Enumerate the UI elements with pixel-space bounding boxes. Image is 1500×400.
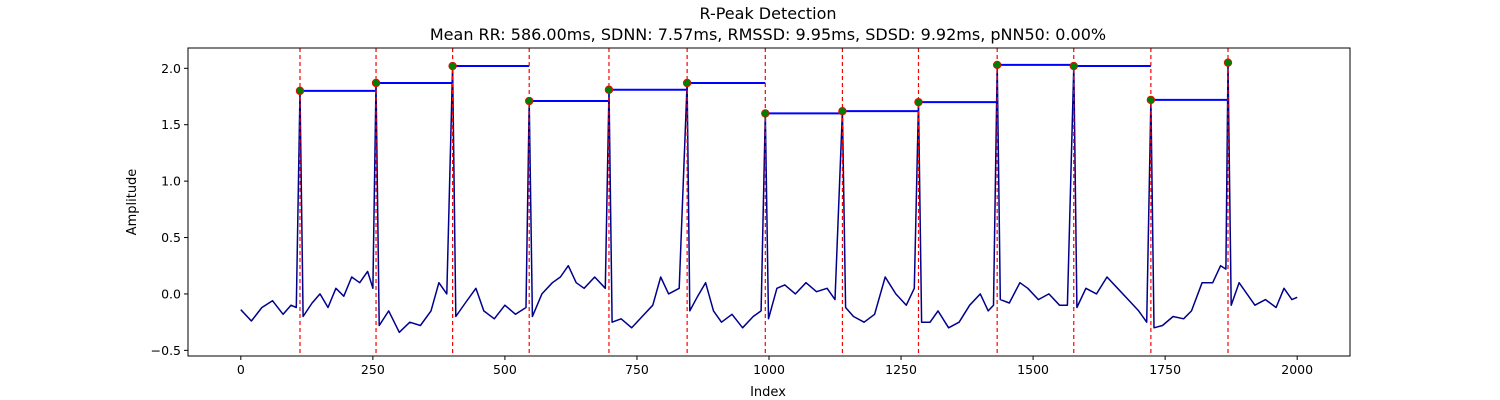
x-tick-label-2000: 2000 bbox=[1281, 362, 1313, 377]
x-tick-label-500: 500 bbox=[493, 362, 517, 377]
chart-subtitle: Mean RR: 586.00ms, SDNN: 7.57ms, RMSSD: … bbox=[430, 25, 1106, 44]
y-tick-label-4: 1.5 bbox=[161, 117, 181, 132]
chart-title: R-Peak Detection bbox=[699, 4, 836, 23]
peak-marker-2 bbox=[371, 78, 381, 88]
y-tick-label-2: 0.5 bbox=[161, 230, 181, 245]
y-tick-label-5: 2.0 bbox=[161, 61, 181, 76]
peak-marker-1 bbox=[295, 86, 305, 96]
peak-marker-3 bbox=[448, 61, 457, 71]
y-axis-label: Amplitude bbox=[125, 169, 140, 236]
x-tick-label-1750: 1750 bbox=[1149, 362, 1181, 377]
x-tick-label-750: 750 bbox=[625, 362, 649, 377]
peak-marker-5 bbox=[604, 85, 614, 94]
peak-marker-11 bbox=[1069, 61, 1078, 71]
x-tick-label-250: 250 bbox=[361, 362, 385, 377]
x-tick-label-1250: 1250 bbox=[885, 362, 917, 377]
peak-marker-13 bbox=[1223, 58, 1233, 67]
x-tick-label-0: 0 bbox=[237, 362, 245, 377]
y-tick-label-0: −0.5 bbox=[151, 343, 181, 358]
peak-marker-6 bbox=[682, 78, 692, 88]
peak-marker-7 bbox=[761, 109, 770, 118]
peak-marker-10 bbox=[992, 60, 1002, 70]
y-tick-label-3: 1.0 bbox=[161, 174, 181, 189]
x-axis-label: Index bbox=[750, 385, 786, 400]
peak-marker-9 bbox=[914, 97, 923, 107]
peak-marker-12 bbox=[1146, 95, 1156, 105]
plot-area: 0 250 500 750 1000 1250 1500 1750 2000 −0.5 0.0 0.5… bbox=[151, 47, 1351, 377]
x-tick-label-1500: 1500 bbox=[1017, 362, 1049, 377]
y-tick-label-1: 0.0 bbox=[161, 286, 181, 301]
x-tick-label-1000: 1000 bbox=[753, 362, 785, 377]
peak-marker-4 bbox=[525, 96, 534, 106]
peak-marker-8 bbox=[838, 106, 847, 116]
